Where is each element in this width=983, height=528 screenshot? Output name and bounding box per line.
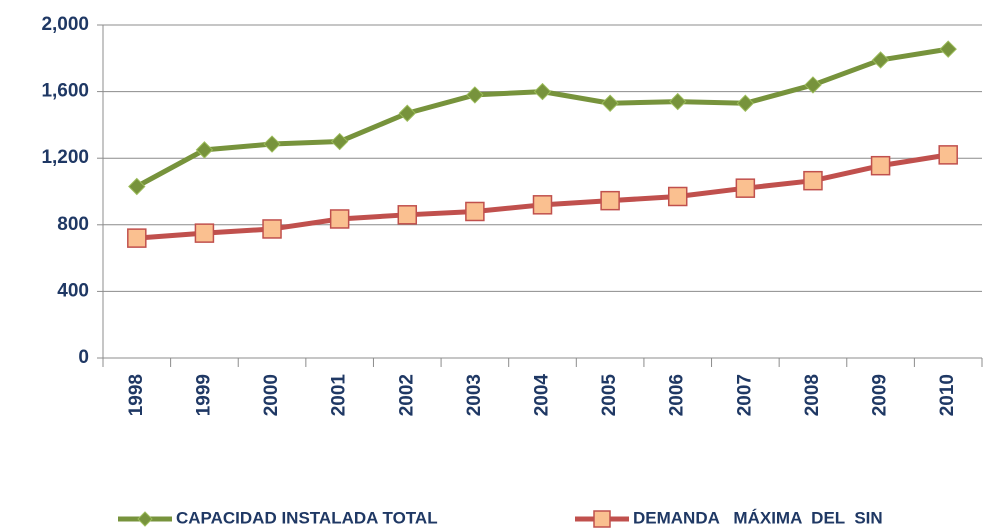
x-tick-label: 2006 bbox=[667, 374, 688, 416]
legend-marker bbox=[137, 511, 153, 527]
x-tick-label: 2007 bbox=[734, 374, 755, 416]
y-tick-label: 2,000 bbox=[41, 14, 89, 35]
data-point bbox=[195, 141, 214, 159]
x-tick-label: 1998 bbox=[126, 374, 147, 416]
y-tick-label: 400 bbox=[57, 280, 89, 301]
data-point bbox=[871, 51, 890, 69]
data-point bbox=[330, 132, 349, 151]
x-tick-label: 2009 bbox=[870, 374, 891, 416]
y-tick-label: 1,600 bbox=[41, 81, 89, 102]
data-point bbox=[532, 195, 553, 215]
y-tick-label: 1,200 bbox=[41, 147, 89, 168]
data-point bbox=[938, 145, 958, 165]
data-point bbox=[804, 76, 822, 94]
legend-marker bbox=[593, 510, 611, 528]
data-point bbox=[669, 92, 687, 111]
data-point bbox=[667, 186, 688, 207]
x-tick-label: 2010 bbox=[937, 374, 958, 416]
x-tick-label: 2008 bbox=[802, 374, 823, 416]
data-point bbox=[127, 228, 147, 248]
x-tick-label: 2005 bbox=[599, 374, 620, 417]
x-tick-label: 2002 bbox=[396, 374, 417, 416]
x-tick-label: 2003 bbox=[464, 374, 485, 416]
data-point bbox=[329, 209, 350, 229]
data-point bbox=[735, 178, 756, 198]
y-tick-label: 0 bbox=[78, 347, 89, 368]
data-point bbox=[194, 223, 215, 243]
data-point bbox=[263, 135, 281, 153]
legend-label: CAPACIDAD INSTALADA TOTAL bbox=[176, 508, 438, 527]
x-tick-label: 2004 bbox=[532, 374, 553, 417]
x-tick-label: 1999 bbox=[193, 374, 214, 416]
data-point bbox=[262, 219, 282, 239]
series-line bbox=[135, 46, 949, 189]
data-point bbox=[466, 86, 484, 104]
legend-label: DEMANDA MÁXIMA DEL SIN bbox=[633, 508, 883, 527]
data-point bbox=[736, 94, 755, 112]
data-point bbox=[939, 40, 957, 58]
data-point bbox=[533, 82, 552, 101]
data-point bbox=[465, 201, 485, 222]
data-point bbox=[128, 177, 146, 196]
data-point bbox=[803, 170, 823, 191]
data-point bbox=[397, 205, 418, 225]
x-tick-label: 2001 bbox=[329, 374, 350, 417]
data-point bbox=[601, 94, 619, 112]
x-tick-label: 2000 bbox=[261, 374, 282, 416]
data-point bbox=[600, 190, 620, 211]
data-point bbox=[398, 104, 416, 122]
y-tick-label: 800 bbox=[57, 214, 89, 235]
data-point bbox=[870, 155, 891, 176]
